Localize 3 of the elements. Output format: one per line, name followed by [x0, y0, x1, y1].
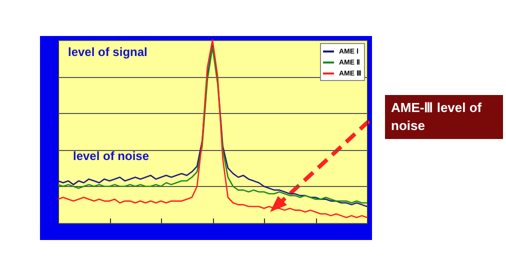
annotation: level of noise — [73, 149, 150, 163]
text: AME-Ⅲ level of noise — [385, 95, 503, 139]
annotation: level of signal — [68, 45, 148, 59]
